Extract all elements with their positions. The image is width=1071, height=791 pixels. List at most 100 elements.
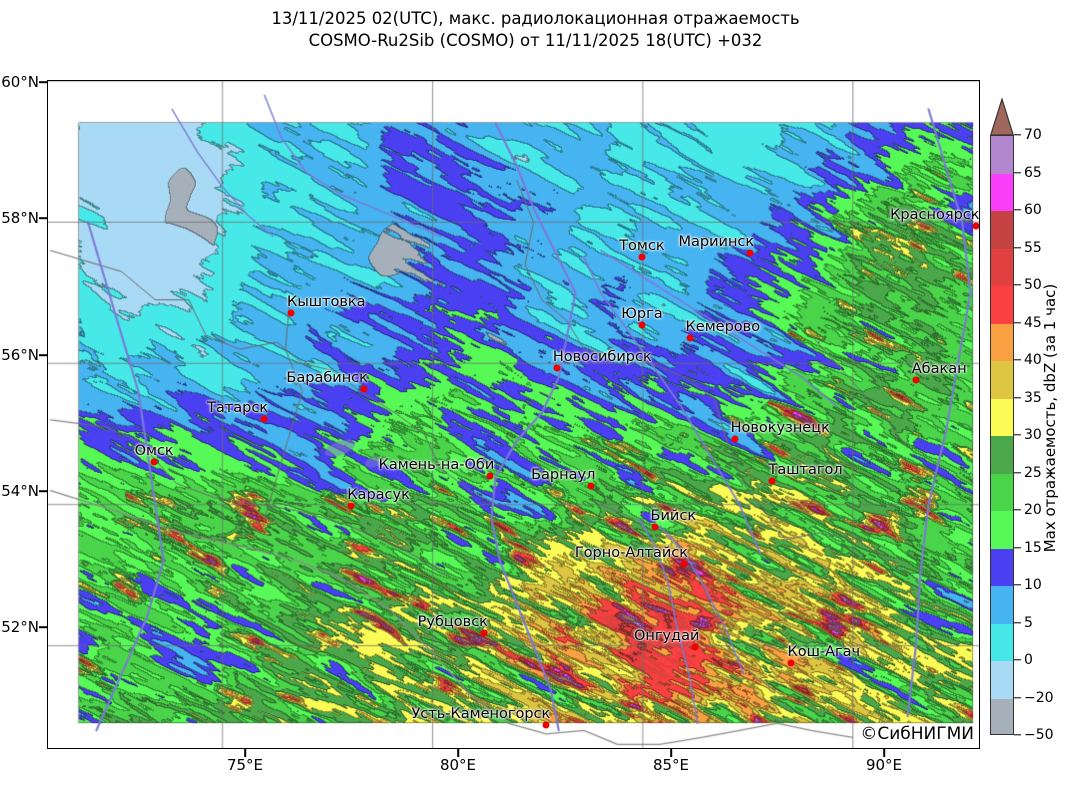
colorbar-tick-mark [1014, 659, 1021, 661]
colorbar-band [991, 136, 1013, 174]
colorbar-tick-label: 20 [1024, 502, 1042, 518]
colorbar-tick-mark [1014, 696, 1021, 699]
colorbar-band [991, 211, 1013, 249]
city-label: Камень-на-Оби [378, 457, 495, 474]
city-label: Бийск [650, 508, 697, 524]
colorbar-band [991, 173, 1013, 211]
colorbar-tick-label: 60 [1024, 202, 1042, 218]
colorbar-band [991, 698, 1013, 734]
title-line-1: 13/11/2025 02(UTC), макс. радиолокационн… [271, 9, 800, 28]
y-tick-mark [39, 490, 47, 492]
colorbar-band [991, 511, 1013, 549]
city-dot [972, 222, 979, 230]
colorbar-tick-mark [1014, 471, 1021, 474]
city-label: Омск [134, 442, 174, 459]
city-dot [587, 482, 595, 490]
colorbar-tick-mark [1014, 171, 1021, 174]
city-label: Таштагол [768, 461, 843, 478]
y-tick-label: 54°N [1, 482, 39, 500]
colorbar-band [991, 398, 1013, 436]
colorbar-tick-mark [1014, 584, 1021, 586]
colorbar-tick-label: 15 [1024, 539, 1042, 556]
city-label: Красноярск [890, 207, 980, 224]
city-dot [486, 472, 494, 480]
city-label: Кош-Агач [787, 643, 861, 660]
city-dot [150, 458, 158, 466]
colorbar-tick-label: 30 [1024, 427, 1042, 443]
colorbar-tick-label: 45 [1024, 314, 1042, 331]
city-dot [768, 477, 776, 485]
colorbar-tick-mark [1014, 246, 1021, 249]
city-label: Барабинск [286, 369, 368, 386]
colorbar-tick-mark [1014, 396, 1021, 399]
city-dot [651, 523, 659, 531]
colorbar-tick-mark [1014, 734, 1021, 736]
city-dot [542, 721, 550, 729]
y-tick-label: 58°N [1, 209, 39, 227]
city-dot [691, 643, 699, 651]
city-label: Томск [619, 237, 665, 254]
colorbar-tick-mark [1014, 321, 1021, 324]
city-label: Татарск [207, 400, 269, 417]
colorbar-band [991, 248, 1013, 286]
y-tick-label: 60°N [1, 73, 39, 91]
city-label: Усть-Каменогорск [411, 706, 551, 723]
colorbar-tick-mark [1014, 546, 1021, 549]
city-label: Новокузнецк [730, 419, 830, 436]
city-label: Мариинск [678, 234, 755, 251]
city-dot [638, 253, 646, 261]
city-label: Юрга [621, 306, 663, 323]
city-dot [680, 560, 688, 568]
city-label: Барнаул [531, 466, 596, 483]
city-label: Кемерово [685, 318, 761, 335]
colorbar-tick-label: 65 [1024, 164, 1042, 181]
colorbar-tick-label: 70 [1024, 127, 1042, 143]
colorbar-tick-mark [1014, 134, 1021, 136]
colorbar-axis-label: Max отражаемость, dbZ (за 1 час) [1041, 283, 1059, 553]
colorbar-tick-label: 55 [1024, 239, 1042, 256]
watermark: ©СибНИГМИ [860, 724, 974, 744]
colorbar-band [991, 323, 1013, 361]
colorbar-tick-label: 5 [1024, 614, 1033, 631]
colorbar-over-arrow [990, 98, 1014, 136]
city-dot [686, 334, 694, 342]
city-label: Новосибирск [552, 348, 652, 365]
y-tick-label: 56°N [1, 346, 39, 364]
city-dot [731, 435, 739, 442]
colorbar-tick-mark [1014, 209, 1021, 211]
colorbar-band [991, 473, 1013, 511]
city-label: Кыштовка [287, 294, 366, 311]
y-tick-mark [39, 354, 47, 356]
city-label: Абакан [911, 360, 967, 377]
colorbar-tick-mark [1014, 284, 1021, 286]
map-plot-area[interactable]: Красноярск Томск Мариинск Кыштовка Юрга Кемер… [47, 80, 980, 749]
colorbar-tick-label: 10 [1024, 577, 1042, 593]
city-label: Рубцовск [417, 614, 488, 631]
city-dot [347, 502, 355, 510]
x-tick-label: 80°E [439, 756, 477, 774]
colorbar-tick-label: −20 [1024, 689, 1054, 706]
city-dot [638, 321, 646, 329]
city-label: Горно-Алтайск [574, 544, 689, 561]
y-tick-mark [39, 217, 47, 219]
colorbar-tick-label: −50 [1024, 727, 1054, 743]
city-dot [287, 309, 295, 317]
city-dot [260, 415, 268, 423]
x-tick-mark [244, 749, 246, 757]
x-tick-label: 75°E [226, 756, 264, 774]
colorbar-band [991, 548, 1013, 586]
city-dot [553, 364, 561, 372]
y-tick-mark [39, 81, 47, 83]
colorbar-tick-mark [1014, 509, 1021, 511]
colorbar-tick-label: 0 [1024, 652, 1033, 668]
colorbar-tick-label: 50 [1024, 277, 1042, 293]
city-dot [360, 385, 368, 393]
colorbar-tick-label: 25 [1024, 464, 1042, 481]
x-tick-label: 85°E [652, 756, 690, 774]
city-dot [912, 376, 920, 384]
colorbar-band [991, 436, 1013, 474]
city-dot [746, 249, 754, 257]
city-dot [480, 629, 488, 637]
chart-title: 13/11/2025 02(UTC), макс. радиолокационн… [0, 8, 1071, 52]
colorbar-gradient [990, 135, 1014, 735]
